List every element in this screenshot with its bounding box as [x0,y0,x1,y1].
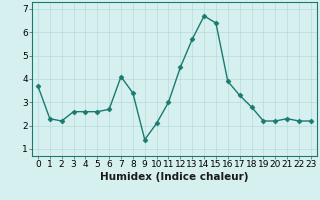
X-axis label: Humidex (Indice chaleur): Humidex (Indice chaleur) [100,172,249,182]
